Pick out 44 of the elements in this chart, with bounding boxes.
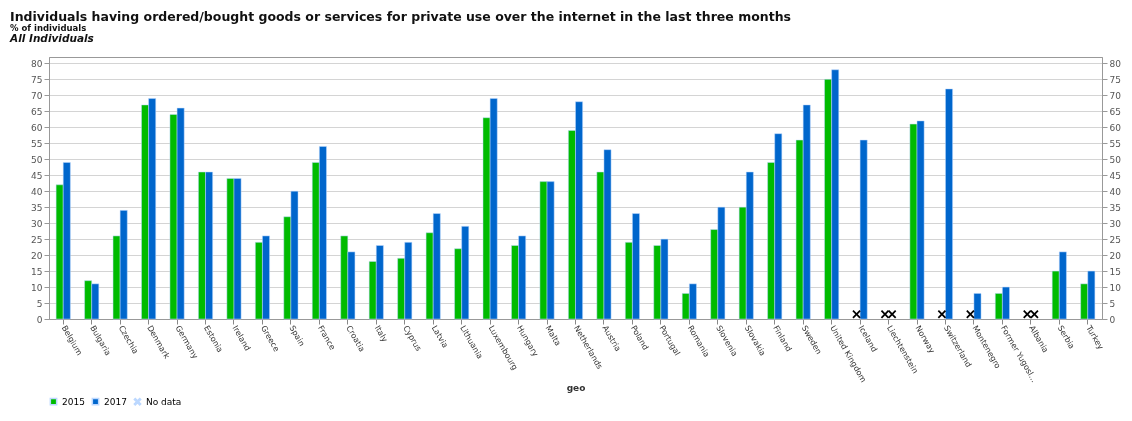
y2-tick-label: 15 <box>1109 266 1121 277</box>
y-tick-label: 50 <box>31 154 43 165</box>
y-tick-label: 65 <box>31 106 43 117</box>
text: All Individuals <box>10 32 95 45</box>
bar <box>859 139 868 320</box>
y2-tick-label: 55 <box>1109 138 1121 149</box>
y-tick-label: 25 <box>31 234 43 245</box>
y2-tick-label: 20 <box>1109 250 1122 261</box>
y-tick-label: 60 <box>31 122 43 133</box>
y-tick-label: 15 <box>31 266 43 277</box>
bar <box>945 88 953 320</box>
bar <box>973 293 982 320</box>
y2-tick-label: 40 <box>1109 186 1122 197</box>
legend-label: 2015 <box>62 396 85 407</box>
y2-tick-label: 30 <box>1109 218 1122 229</box>
y2-tick-label: 80 <box>1109 58 1122 69</box>
y-tick-label: 5 <box>36 298 43 309</box>
y-tick-label: 10 <box>31 282 43 293</box>
x-axis-title: geo <box>566 383 586 394</box>
y2-tick-label: 60 <box>1109 122 1122 133</box>
y-tick-label: 35 <box>31 202 43 213</box>
y-tick-label: 55 <box>31 138 43 149</box>
y-tick-label: 75 <box>31 74 43 85</box>
y2-tick-label: 35 <box>1109 202 1121 213</box>
y-tick-label: 20 <box>31 250 43 261</box>
y2-tick-label: 25 <box>1109 234 1121 245</box>
chart-title: Individuals having ordered/bought goods or services for private use over the internet in the last three months <box>10 9 791 24</box>
y-tick-label: 30 <box>31 218 43 229</box>
chart-subtitle: % of individuals <box>10 22 88 34</box>
y2-tick-label: 70 <box>1109 90 1122 101</box>
y2-tick-label: 10 <box>1109 282 1122 293</box>
y-tick-label: 40 <box>31 186 43 197</box>
y-tick-label: 80 <box>31 58 43 69</box>
y2-tick-label: 0 <box>1109 314 1116 325</box>
y-tick-label: 0 <box>36 314 43 325</box>
y2-tick-label: 65 <box>1109 106 1121 117</box>
y2-tick-label: 45 <box>1109 170 1121 181</box>
y-tick-label: 45 <box>31 170 43 181</box>
y2-tick-label: 50 <box>1109 154 1122 165</box>
legend-label: 2017 <box>104 396 127 407</box>
legend-label: No data <box>146 396 182 407</box>
y-tick-label: 70 <box>31 90 43 101</box>
y2-tick-label: 75 <box>1109 74 1121 85</box>
y2-tick-label: 5 <box>1109 298 1116 309</box>
